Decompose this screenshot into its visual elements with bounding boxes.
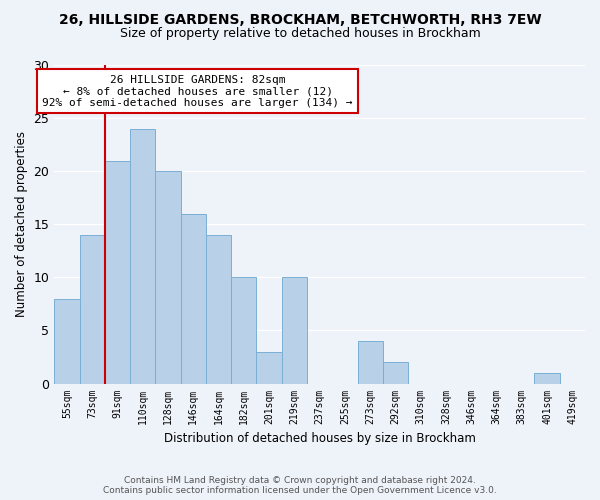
Bar [181, 214, 206, 384]
Bar [256, 352, 282, 384]
Y-axis label: Number of detached properties: Number of detached properties [15, 132, 28, 318]
Text: Size of property relative to detached houses in Brockham: Size of property relative to detached ho… [119, 28, 481, 40]
Bar [54, 298, 80, 384]
Bar [155, 171, 181, 384]
Bar [105, 160, 130, 384]
Bar [206, 235, 231, 384]
Bar [383, 362, 408, 384]
Bar [535, 373, 560, 384]
X-axis label: Distribution of detached houses by size in Brockham: Distribution of detached houses by size … [164, 432, 476, 445]
Text: 26 HILLSIDE GARDENS: 82sqm
← 8% of detached houses are smaller (12)
92% of semi-: 26 HILLSIDE GARDENS: 82sqm ← 8% of detac… [43, 74, 353, 108]
Bar [130, 128, 155, 384]
Text: 26, HILLSIDE GARDENS, BROCKHAM, BETCHWORTH, RH3 7EW: 26, HILLSIDE GARDENS, BROCKHAM, BETCHWOR… [59, 12, 541, 26]
Text: Contains HM Land Registry data © Crown copyright and database right 2024.
Contai: Contains HM Land Registry data © Crown c… [103, 476, 497, 495]
Bar [231, 278, 256, 384]
Bar [80, 235, 105, 384]
Bar [358, 341, 383, 384]
Bar [282, 278, 307, 384]
